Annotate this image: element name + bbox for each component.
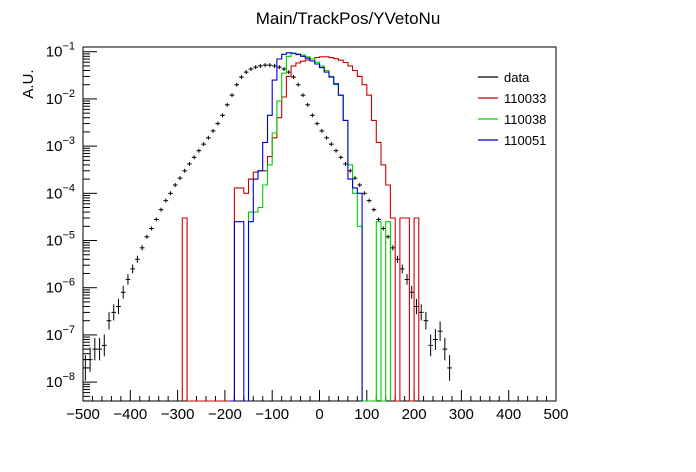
legend-item-data: data xyxy=(478,70,530,85)
x-tick-label: −400 xyxy=(113,406,147,423)
legend: data 110033 110038 110051 xyxy=(478,70,546,148)
series-110051-line xyxy=(229,52,363,402)
x-tick-label: −300 xyxy=(161,406,195,423)
chart-title: Main/TrackPos/YVetoNu xyxy=(256,9,441,28)
series-data-points xyxy=(83,63,452,381)
x-tick-label: −200 xyxy=(208,406,242,423)
x-tick-label: 0 xyxy=(315,406,323,423)
legend-item-110051: 110051 xyxy=(478,133,546,148)
series-group xyxy=(83,52,452,402)
legend-item-110038: 110038 xyxy=(478,112,546,127)
y-axis-label: A.U. xyxy=(20,69,37,98)
legend-label: 110051 xyxy=(504,133,546,148)
y-tick-label: 10−6 xyxy=(46,277,75,297)
series-110038-line xyxy=(243,52,391,402)
legend-item-110033: 110033 xyxy=(478,91,546,106)
x-tick-label: 500 xyxy=(543,406,568,423)
y-tick-label: 10−7 xyxy=(46,324,75,344)
x-tick-label: 300 xyxy=(449,406,474,423)
legend-label: data xyxy=(504,70,530,85)
y-tick-label: 10−1 xyxy=(46,41,75,61)
x-axis: −500 −400 −300 −200 −100 0 100 200 300 400 500 xyxy=(66,390,569,423)
x-tick-label: 400 xyxy=(496,406,521,423)
x-tick-label: −100 xyxy=(255,406,289,423)
legend-label: 110038 xyxy=(504,112,546,127)
y-tick-label: 10−4 xyxy=(46,182,75,202)
x-tick-label: 100 xyxy=(354,406,379,423)
x-tick-label: −500 xyxy=(66,406,100,423)
plot-frame xyxy=(82,46,557,402)
x-tick-label: 200 xyxy=(402,406,427,423)
y-tick-label: 10−3 xyxy=(46,135,75,155)
y-tick-label: 10−8 xyxy=(46,371,75,391)
y-tick-label: 10−5 xyxy=(46,230,75,250)
y-axis: 10−8 10−7 10−6 10−5 10−4 10−3 10−2 10−1 xyxy=(46,41,97,402)
legend-label: 110033 xyxy=(504,91,546,106)
y-tick-label: 10−2 xyxy=(46,88,75,108)
